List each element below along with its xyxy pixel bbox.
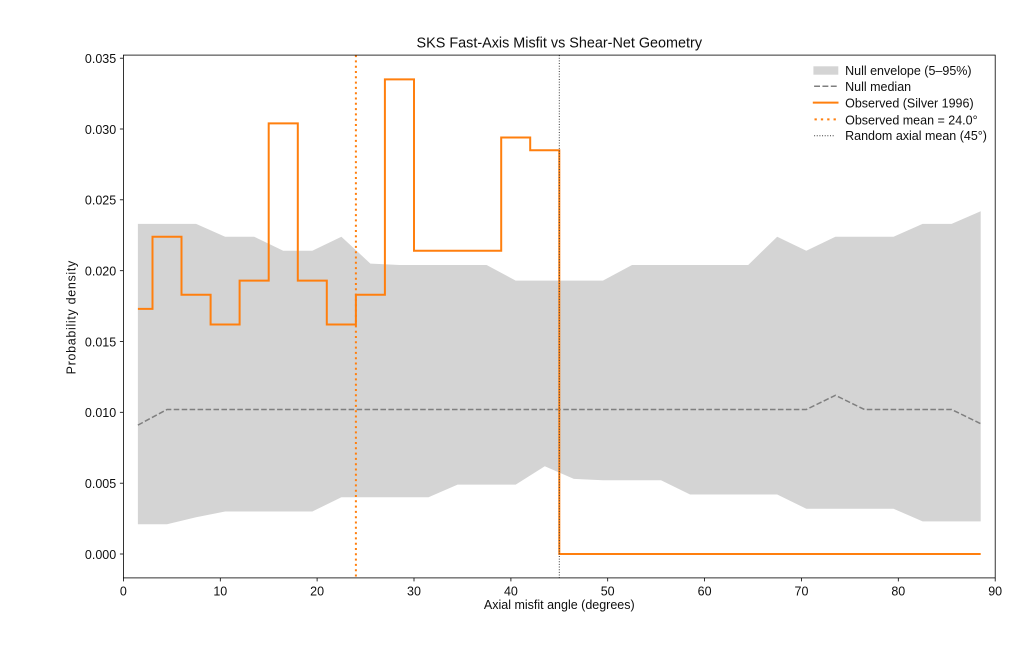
svg-text:90: 90 <box>988 585 1002 599</box>
svg-text:0.015: 0.015 <box>85 335 116 349</box>
svg-text:10: 10 <box>213 585 227 599</box>
svg-text:Axial misfit angle (degrees): Axial misfit angle (degrees) <box>484 598 635 612</box>
svg-text:40: 40 <box>504 585 518 599</box>
svg-text:SKS Fast-Axis Misfit vs Shear-: SKS Fast-Axis Misfit vs Shear-Net Geomet… <box>417 35 703 51</box>
svg-text:0.035: 0.035 <box>85 52 116 66</box>
svg-text:Probability density: Probability density <box>65 260 79 374</box>
svg-text:20: 20 <box>310 585 324 599</box>
svg-text:0: 0 <box>120 585 127 599</box>
svg-text:0.025: 0.025 <box>85 194 116 208</box>
svg-text:80: 80 <box>891 585 905 599</box>
svg-text:30: 30 <box>407 585 421 599</box>
svg-text:Null envelope (5–95%): Null envelope (5–95%) <box>845 64 971 78</box>
svg-text:60: 60 <box>698 585 712 599</box>
svg-text:Random axial mean (45°): Random axial mean (45°) <box>845 129 987 143</box>
svg-text:Null median: Null median <box>845 80 911 94</box>
svg-text:0.030: 0.030 <box>85 123 116 137</box>
svg-text:0.020: 0.020 <box>85 265 116 279</box>
svg-text:Observed (Silver 1996): Observed (Silver 1996) <box>845 97 974 111</box>
svg-text:70: 70 <box>795 585 809 599</box>
svg-text:50: 50 <box>601 585 615 599</box>
svg-text:0.005: 0.005 <box>85 477 116 491</box>
svg-text:0.000: 0.000 <box>85 548 116 562</box>
svg-text:0.010: 0.010 <box>85 406 116 420</box>
svg-text:Observed mean = 24.0°: Observed mean = 24.0° <box>845 113 978 127</box>
